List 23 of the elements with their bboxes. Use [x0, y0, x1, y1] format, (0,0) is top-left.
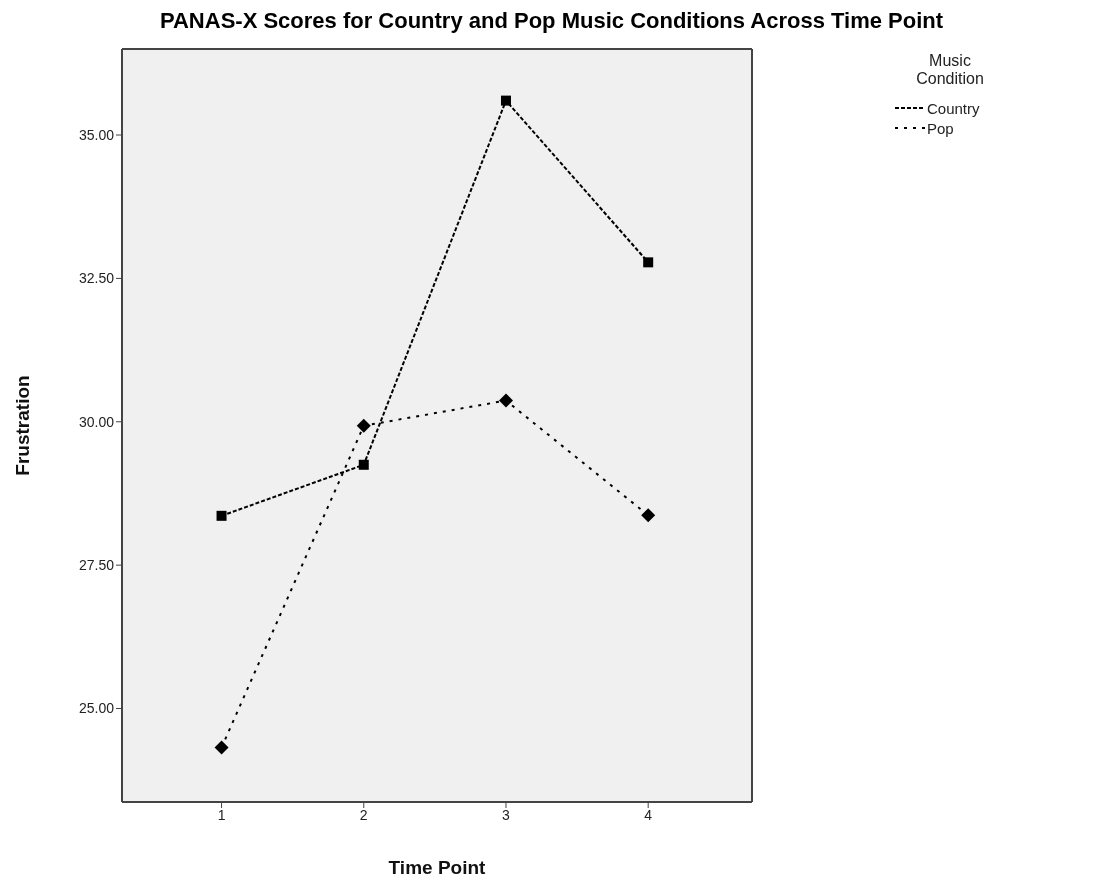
point — [641, 508, 656, 523]
point — [500, 95, 511, 106]
legend-label: Pop — [927, 119, 954, 137]
legend-label: Country — [927, 99, 980, 117]
point — [358, 459, 369, 470]
point — [356, 418, 371, 433]
x-axis-title: Time Point — [388, 857, 487, 878]
x-tick-label: 4 — [644, 806, 653, 823]
x-tick-label: 3 — [502, 806, 511, 823]
point — [643, 257, 654, 268]
y-tick-label: 27.50 — [78, 557, 115, 574]
legend-title: Music Condition — [915, 52, 985, 88]
y-tick-label: 32.50 — [78, 270, 115, 287]
x-tick-label: 1 — [217, 806, 226, 823]
y-axis-title: Frustration — [11, 375, 33, 476]
chart-title: PANAS-X Scores for Country and Pop Music Conditions Across Time Point — [158, 8, 945, 35]
x-tick-label: 2 — [359, 806, 368, 823]
point — [498, 393, 513, 408]
y-tick-label: 35.00 — [78, 126, 115, 143]
y-tick-label: 30.00 — [78, 413, 115, 430]
y-tick-label: 25.00 — [78, 700, 115, 717]
point — [216, 510, 227, 521]
point — [214, 740, 229, 755]
